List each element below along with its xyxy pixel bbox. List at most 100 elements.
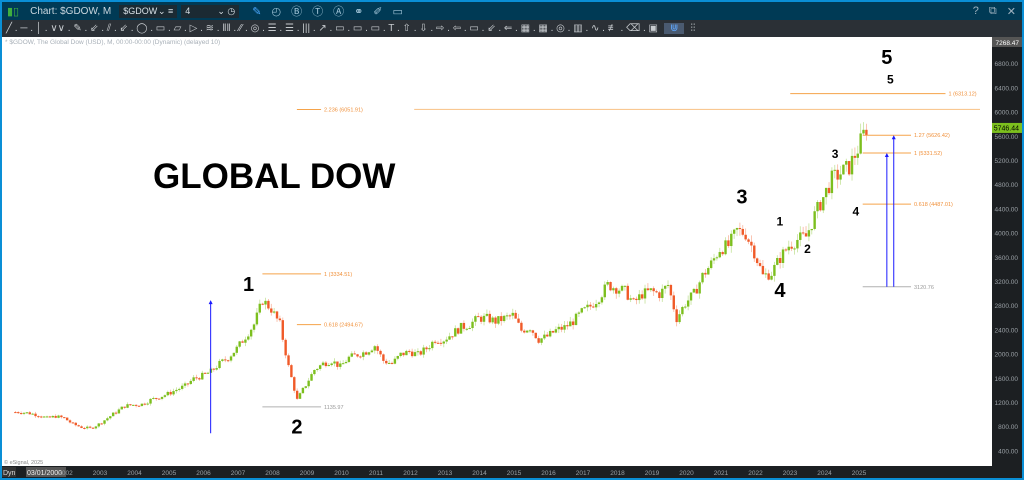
candle-body [247,336,250,340]
candle-body [554,329,558,333]
link-icon[interactable]: ⚭ [354,5,364,18]
candle-body [534,332,537,339]
candle-body [287,355,290,366]
candle-body [845,161,848,165]
candle-body [192,377,195,381]
candle-body [701,272,704,283]
y-tick-label: 2000.00 [995,352,1019,359]
candle-body [686,300,690,307]
candle-body [574,313,578,326]
arrow-head-icon [891,135,896,140]
candle-body [114,412,118,414]
candle-body [224,359,227,361]
text-icon[interactable]: Ⓣ [312,6,324,18]
alert-icon[interactable]: Ⓐ [333,6,345,18]
candle-body [261,303,264,305]
candle-body [149,398,152,404]
candle-body [813,211,816,229]
drawing-tools[interactable]: ╱ . ─ . │ . ∨∨ . ✎ . ⇙ . ⫽ . ⇙ . ◯ . ▭ .… [6,23,658,34]
candle-body [635,298,638,301]
candle-body [301,387,305,394]
candle-body [839,174,842,180]
chart-icon: ▮▯ [7,5,20,18]
candle-body [695,288,698,294]
symbol-input[interactable]: $GDOW ⌄ ≡ [119,4,178,18]
candle-body [511,312,514,316]
candle-body [123,406,126,408]
candle-body [83,427,86,429]
candle-body [34,413,37,417]
candle-body [592,306,595,308]
wave-label: 5 [881,47,892,69]
candle-body [178,388,181,390]
chevron-down-icon[interactable]: ⌄ ≡ [157,5,174,16]
window-title: Chart: $GDOW, M [30,5,112,17]
candle-body [597,302,601,305]
wave-label: 5 [887,73,894,87]
candle-body [643,288,647,299]
pencil-icon[interactable]: ✎ [252,5,262,18]
candle-body [140,403,144,406]
x-tick-label: 2013 [438,470,453,477]
candle-body [652,288,655,292]
drawing-toolbar[interactable]: ╱ . ─ . │ . ∨∨ . ✎ . ⇙ . ⫽ . ⇙ . ◯ . ▭ .… [2,20,1022,37]
candle-body [479,316,483,322]
help-button[interactable]: ? [972,4,979,17]
candle-body [583,307,586,309]
candle-body [431,341,434,349]
y-tick-label: 4000.00 [995,231,1019,238]
interval-input[interactable]: 4 ⌄ ◷ [181,4,240,18]
candle-body [339,363,342,367]
settings-tool-button[interactable]: ⫶⫶ [690,23,696,34]
candle-body [333,361,336,364]
x-tick-label: 2015 [507,470,522,477]
candle-body [37,416,40,418]
candle-body [103,420,106,424]
fib-level-label: 3120.76 [914,285,934,291]
chevron-down-icon[interactable]: ⌄ ◷ [217,5,236,16]
candle-body [698,282,701,294]
candle-body [758,263,762,266]
candle-body [445,339,448,342]
candle-body [615,288,618,294]
candle-body [781,249,785,263]
price-axis[interactable] [992,37,1022,466]
time-axis[interactable] [2,466,1022,478]
candle-body [764,273,767,275]
wave-label: 1 [777,215,784,229]
edit-icon[interactable]: ✐ [373,5,383,18]
candle-body [278,318,282,321]
y-tick-label: 6400.00 [995,85,1019,92]
candle-body [569,321,572,327]
restore-icon[interactable]: ⧉ [988,4,997,17]
candle-body [80,426,83,428]
candle-body [594,304,598,308]
candle-body [456,328,460,334]
study-icon[interactable]: ◴ [271,5,282,18]
candle-body [655,291,658,293]
comment-icon[interactable]: ▭ [392,5,403,18]
candle-body [712,258,716,261]
candle-body [640,294,644,299]
candle-body [422,347,425,355]
buy-icon[interactable]: Ⓑ [291,6,303,18]
cursor-date-box [26,467,66,477]
candle-body [540,338,543,343]
candle-body [661,288,664,299]
magnet-tool-button[interactable]: ⋓ [664,23,685,34]
candle-body [454,328,457,337]
candle-body [229,356,233,361]
candle-body [19,413,23,415]
candle-body [551,330,555,333]
close-button[interactable]: ✕ [1006,5,1016,18]
candle-body [623,285,627,287]
candle-body [790,246,793,249]
candle-body [833,169,836,171]
candle-body [842,164,845,175]
fib-level-label: 2.236 (6051.91) [324,107,363,113]
candle-body [468,328,471,330]
candle-body [663,285,667,289]
candle-body [428,348,431,350]
candle-body [827,187,831,194]
